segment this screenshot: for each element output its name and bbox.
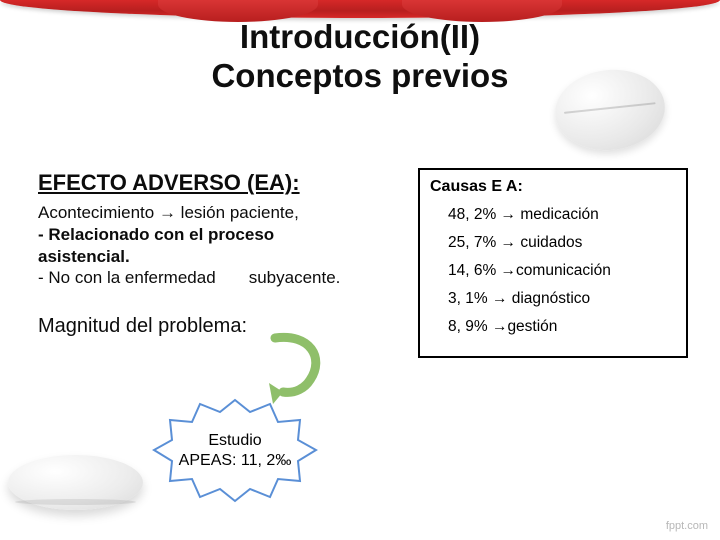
ea-line2a: - Relacionado con el proceso xyxy=(38,225,274,244)
causas-row: 25, 7% → cuidados xyxy=(448,234,676,252)
slide: Introducción(II) Conceptos previos EFECT… xyxy=(0,0,720,540)
slide-title: Introducción(II) Conceptos previos xyxy=(0,18,720,96)
causas-row: 3, 1% → diagnóstico xyxy=(448,290,676,308)
causas-box: Causas E A: 48, 2% → medicación 25, 7% →… xyxy=(418,168,688,358)
causas-row: 14, 6% →comunicación xyxy=(448,262,676,280)
arrow-icon xyxy=(255,328,335,408)
study-badge: Estudio APEAS: 11, 2‰ xyxy=(150,398,320,503)
causas-row: 8, 9% →gestión xyxy=(448,318,676,336)
title-line-1: Introducción(II) xyxy=(240,18,480,55)
badge-line2: APEAS: 11, 2‰ xyxy=(179,452,292,469)
ea-line1: Acontecimiento → lesión paciente, xyxy=(38,203,299,222)
pill-graphic-bottom xyxy=(8,455,143,510)
footer-credit: fppt.com xyxy=(666,520,708,532)
title-line-2: Conceptos previos xyxy=(211,57,508,94)
ea-line3b: subyacente. xyxy=(249,268,341,287)
ea-line3a: - No con la enfermedad xyxy=(38,268,216,287)
causas-row: 48, 2% → medicación xyxy=(448,206,676,224)
ea-body: Acontecimiento → lesión paciente, - Rela… xyxy=(38,202,383,289)
decorative-ribbon xyxy=(0,0,720,18)
badge-line1: Estudio xyxy=(208,432,261,449)
left-column: EFECTO ADVERSO (EA): Acontecimiento → le… xyxy=(38,170,383,338)
causas-heading: Causas E A: xyxy=(430,178,676,196)
ea-heading: EFECTO ADVERSO (EA): xyxy=(38,170,383,196)
badge-text: Estudio APEAS: 11, 2‰ xyxy=(165,431,306,471)
ea-line2b: asistencial. xyxy=(38,247,130,266)
